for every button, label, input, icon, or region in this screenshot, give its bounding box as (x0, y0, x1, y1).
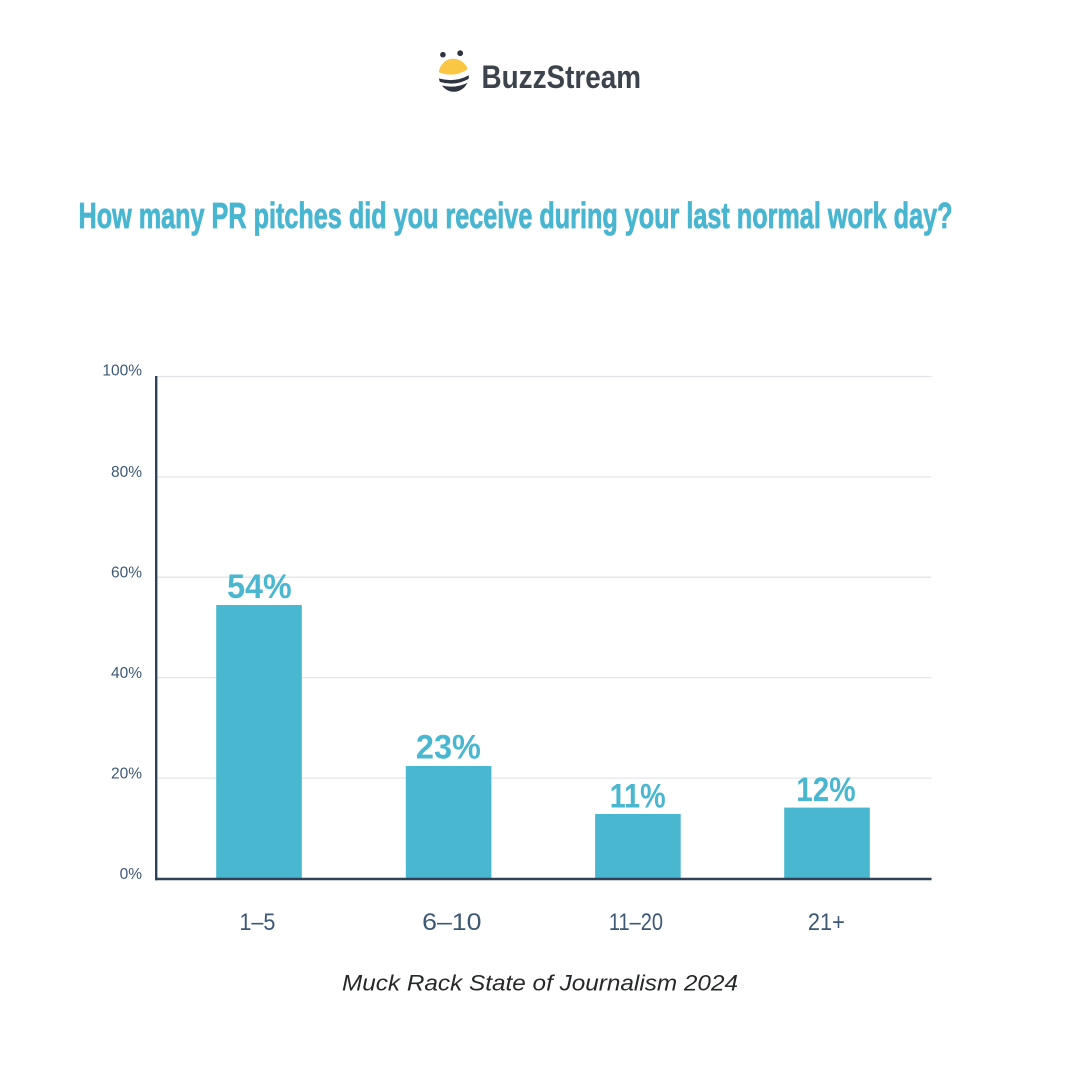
svg-text:80%: 80% (111, 464, 142, 481)
svg-text:54%: 54% (227, 568, 292, 606)
svg-text:11%: 11% (610, 777, 666, 815)
svg-text:12%: 12% (796, 771, 855, 809)
svg-text:21+: 21+ (808, 909, 845, 936)
svg-text:11–20: 11–20 (609, 909, 663, 936)
svg-text:How many PR pitches did you re: How many PR pitches did you receive duri… (79, 195, 953, 236)
svg-text:6–10: 6–10 (422, 909, 481, 936)
svg-text:100%: 100% (102, 363, 142, 380)
svg-text:Muck Rack State of Journalism: Muck Rack State of Journalism 2024 (342, 971, 738, 996)
svg-text:60%: 60% (111, 565, 142, 582)
svg-text:23%: 23% (416, 729, 481, 767)
svg-text:0%: 0% (120, 866, 143, 883)
svg-text:40%: 40% (111, 665, 142, 682)
svg-text:BuzzStream: BuzzStream (482, 59, 642, 95)
svg-text:1–5: 1–5 (239, 909, 275, 936)
svg-text:20%: 20% (111, 765, 142, 782)
